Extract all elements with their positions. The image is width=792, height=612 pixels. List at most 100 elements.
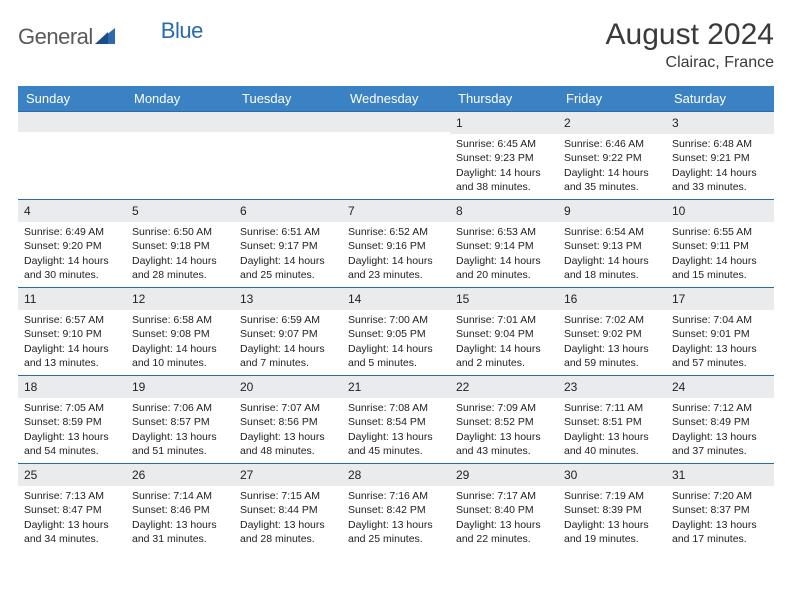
- day-number: 27: [234, 463, 342, 486]
- calendar-cell: 29Sunrise: 7:17 AMSunset: 8:40 PMDayligh…: [450, 463, 558, 551]
- day-details: Sunrise: 6:55 AMSunset: 9:11 PMDaylight:…: [666, 222, 774, 286]
- day-header: Monday: [126, 86, 234, 111]
- calendar-cell: [234, 111, 342, 199]
- sunrise-line: Sunrise: 7:02 AM: [564, 313, 660, 327]
- daylight-line: Daylight: 14 hours: [456, 254, 552, 268]
- daylight-line: and 51 minutes.: [132, 444, 228, 458]
- sunset-line: Sunset: 8:37 PM: [672, 503, 768, 517]
- daylight-line: Daylight: 14 hours: [564, 166, 660, 180]
- calendar-cell: [126, 111, 234, 199]
- day-number: 5: [126, 199, 234, 222]
- day-header: Tuesday: [234, 86, 342, 111]
- day-details: Sunrise: 6:48 AMSunset: 9:21 PMDaylight:…: [666, 134, 774, 198]
- daylight-line: Daylight: 13 hours: [456, 518, 552, 532]
- day-details: Sunrise: 7:12 AMSunset: 8:49 PMDaylight:…: [666, 398, 774, 462]
- daylight-line: Daylight: 14 hours: [348, 342, 444, 356]
- sunrise-line: Sunrise: 7:06 AM: [132, 401, 228, 415]
- daylight-line: and 31 minutes.: [132, 532, 228, 546]
- day-header: Sunday: [18, 86, 126, 111]
- calendar-cell: 1Sunrise: 6:45 AMSunset: 9:23 PMDaylight…: [450, 111, 558, 199]
- daylight-line: and 45 minutes.: [348, 444, 444, 458]
- daylight-line: and 37 minutes.: [672, 444, 768, 458]
- sunrise-line: Sunrise: 6:45 AM: [456, 137, 552, 151]
- day-details: Sunrise: 7:19 AMSunset: 8:39 PMDaylight:…: [558, 486, 666, 550]
- day-number: 12: [126, 287, 234, 310]
- daylight-line: Daylight: 13 hours: [24, 518, 120, 532]
- day-details: Sunrise: 7:01 AMSunset: 9:04 PMDaylight:…: [450, 310, 558, 374]
- calendar-cell: 24Sunrise: 7:12 AMSunset: 8:49 PMDayligh…: [666, 375, 774, 463]
- daylight-line: and 35 minutes.: [564, 180, 660, 194]
- day-details: Sunrise: 7:15 AMSunset: 8:44 PMDaylight:…: [234, 486, 342, 550]
- sunrise-line: Sunrise: 7:05 AM: [24, 401, 120, 415]
- calendar-cell: 27Sunrise: 7:15 AMSunset: 8:44 PMDayligh…: [234, 463, 342, 551]
- day-details: Sunrise: 6:59 AMSunset: 9:07 PMDaylight:…: [234, 310, 342, 374]
- day-number: 25: [18, 463, 126, 486]
- daylight-line: and 40 minutes.: [564, 444, 660, 458]
- daylight-line: and 10 minutes.: [132, 356, 228, 370]
- sunset-line: Sunset: 9:05 PM: [348, 327, 444, 341]
- sunrise-line: Sunrise: 6:59 AM: [240, 313, 336, 327]
- day-details: Sunrise: 7:00 AMSunset: 9:05 PMDaylight:…: [342, 310, 450, 374]
- day-number: 29: [450, 463, 558, 486]
- daylight-line: Daylight: 13 hours: [672, 430, 768, 444]
- daylight-line: Daylight: 13 hours: [672, 342, 768, 356]
- sunset-line: Sunset: 9:17 PM: [240, 239, 336, 253]
- sunset-line: Sunset: 9:18 PM: [132, 239, 228, 253]
- sunset-line: Sunset: 8:40 PM: [456, 503, 552, 517]
- sunset-line: Sunset: 9:23 PM: [456, 151, 552, 165]
- day-number: 6: [234, 199, 342, 222]
- brand-logo: General Blue: [18, 18, 203, 50]
- sunrise-line: Sunrise: 6:54 AM: [564, 225, 660, 239]
- day-number: 17: [666, 287, 774, 310]
- calendar-cell: 14Sunrise: 7:00 AMSunset: 9:05 PMDayligh…: [342, 287, 450, 375]
- day-details: Sunrise: 7:04 AMSunset: 9:01 PMDaylight:…: [666, 310, 774, 374]
- sunset-line: Sunset: 9:11 PM: [672, 239, 768, 253]
- day-details: Sunrise: 6:50 AMSunset: 9:18 PMDaylight:…: [126, 222, 234, 286]
- sunset-line: Sunset: 8:52 PM: [456, 415, 552, 429]
- day-number: 24: [666, 375, 774, 398]
- calendar-cell: 10Sunrise: 6:55 AMSunset: 9:11 PMDayligh…: [666, 199, 774, 287]
- daylight-line: and 18 minutes.: [564, 268, 660, 282]
- sunset-line: Sunset: 9:14 PM: [456, 239, 552, 253]
- daylight-line: Daylight: 14 hours: [132, 342, 228, 356]
- sunrise-line: Sunrise: 7:12 AM: [672, 401, 768, 415]
- daylight-line: Daylight: 13 hours: [132, 518, 228, 532]
- calendar-cell: 16Sunrise: 7:02 AMSunset: 9:02 PMDayligh…: [558, 287, 666, 375]
- day-details: Sunrise: 7:13 AMSunset: 8:47 PMDaylight:…: [18, 486, 126, 550]
- calendar-cell: 8Sunrise: 6:53 AMSunset: 9:14 PMDaylight…: [450, 199, 558, 287]
- daylight-line: and 34 minutes.: [24, 532, 120, 546]
- day-number: 11: [18, 287, 126, 310]
- daylight-line: Daylight: 13 hours: [348, 430, 444, 444]
- sunset-line: Sunset: 8:46 PM: [132, 503, 228, 517]
- day-number: 10: [666, 199, 774, 222]
- daylight-line: Daylight: 13 hours: [564, 342, 660, 356]
- calendar-cell: 23Sunrise: 7:11 AMSunset: 8:51 PMDayligh…: [558, 375, 666, 463]
- sunrise-line: Sunrise: 7:17 AM: [456, 489, 552, 503]
- calendar-cell: 13Sunrise: 6:59 AMSunset: 9:07 PMDayligh…: [234, 287, 342, 375]
- sunset-line: Sunset: 9:21 PM: [672, 151, 768, 165]
- sunrise-line: Sunrise: 7:04 AM: [672, 313, 768, 327]
- calendar-cell: 22Sunrise: 7:09 AMSunset: 8:52 PMDayligh…: [450, 375, 558, 463]
- sunrise-line: Sunrise: 7:11 AM: [564, 401, 660, 415]
- day-details: Sunrise: 7:07 AMSunset: 8:56 PMDaylight:…: [234, 398, 342, 462]
- day-details: Sunrise: 7:08 AMSunset: 8:54 PMDaylight:…: [342, 398, 450, 462]
- daylight-line: Daylight: 13 hours: [456, 430, 552, 444]
- sunset-line: Sunset: 9:08 PM: [132, 327, 228, 341]
- daylight-line: Daylight: 13 hours: [240, 430, 336, 444]
- daylight-line: and 30 minutes.: [24, 268, 120, 282]
- day-details: Sunrise: 7:17 AMSunset: 8:40 PMDaylight:…: [450, 486, 558, 550]
- day-band-empty: [18, 111, 126, 132]
- calendar-cell: 11Sunrise: 6:57 AMSunset: 9:10 PMDayligh…: [18, 287, 126, 375]
- daylight-line: Daylight: 14 hours: [672, 254, 768, 268]
- daylight-line: and 20 minutes.: [456, 268, 552, 282]
- daylight-line: Daylight: 13 hours: [240, 518, 336, 532]
- sunrise-line: Sunrise: 7:01 AM: [456, 313, 552, 327]
- day-details: Sunrise: 6:58 AMSunset: 9:08 PMDaylight:…: [126, 310, 234, 374]
- calendar-cell: 9Sunrise: 6:54 AMSunset: 9:13 PMDaylight…: [558, 199, 666, 287]
- title-block: August 2024 Clairac, France: [606, 18, 774, 72]
- calendar-week: 25Sunrise: 7:13 AMSunset: 8:47 PMDayligh…: [18, 463, 774, 551]
- day-number: 14: [342, 287, 450, 310]
- sunrise-line: Sunrise: 7:16 AM: [348, 489, 444, 503]
- location-label: Clairac, France: [606, 54, 774, 72]
- day-details: Sunrise: 6:53 AMSunset: 9:14 PMDaylight:…: [450, 222, 558, 286]
